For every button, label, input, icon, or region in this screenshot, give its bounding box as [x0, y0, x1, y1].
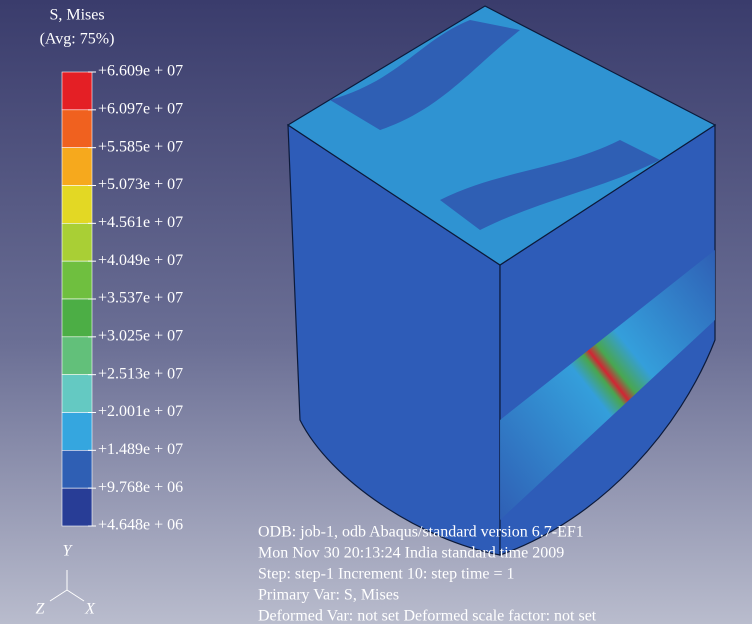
legend-subtitle: (Avg: 75%) — [40, 31, 115, 48]
legend-label: +9.768e + 06 — [98, 479, 183, 496]
triad-label: X — [84, 601, 96, 618]
triad-axis — [49, 589, 68, 602]
info-line: Deformed Var: not set Deformed scale fac… — [258, 608, 597, 624]
triad-label: Z — [36, 601, 46, 618]
legend-swatch — [61, 298, 93, 338]
triad — [49, 570, 85, 602]
legend-swatch — [61, 374, 93, 413]
legend-label: +2.513e + 07 — [98, 365, 183, 382]
top-band — [440, 140, 660, 230]
left-face — [287, 123, 501, 556]
legend-label: +6.097e + 07 — [98, 101, 183, 118]
legend-label: +4.648e + 06 — [98, 517, 183, 534]
triad-label: Y — [63, 543, 74, 560]
legend-swatch — [61, 109, 93, 148]
legend-swatch — [61, 450, 93, 489]
legend-label: +5.585e + 07 — [98, 138, 183, 155]
info-line: Mon Nov 30 20:13:24 India standard time … — [258, 545, 564, 562]
legend: +6.609e + 07 +6.097e + 07 +5.585e + 07 +5.0… — [61, 63, 183, 534]
info-line: Step: step-1 Increment 10: step time = 1 — [258, 566, 515, 583]
legend-label: +4.561e + 07 — [98, 214, 183, 231]
stress-band — [500, 250, 715, 520]
legend-label: +6.609e + 07 — [98, 63, 183, 80]
legend-swatch — [61, 487, 93, 527]
legend-label: +5.073e + 07 — [98, 176, 183, 193]
info-line: ODB: job-1, odb Abaqus/standard version … — [258, 524, 584, 541]
legend-swatch — [61, 336, 93, 375]
info: ODB: job-1, odb Abaqus/standard version … — [258, 524, 597, 624]
triad-axis — [66, 589, 85, 602]
legend-swatch — [61, 147, 93, 186]
legend-label: +1.489e + 07 — [98, 441, 183, 458]
legend-swatch — [61, 412, 93, 451]
legend-swatch — [61, 71, 93, 111]
legend-swatch — [61, 223, 93, 262]
legend-label: +2.001e + 07 — [98, 403, 183, 420]
legend-label: +3.025e + 07 — [98, 328, 183, 345]
legend-swatch — [61, 260, 93, 300]
legend-label: +3.537e + 07 — [98, 290, 183, 307]
legend-swatch — [61, 185, 93, 224]
legend-title: S, Mises — [49, 7, 104, 24]
top-band — [330, 20, 520, 130]
info-line: Primary Var: S, Mises — [258, 587, 399, 604]
legend-label: +4.049e + 07 — [98, 252, 183, 269]
model — [286, 5, 717, 556]
